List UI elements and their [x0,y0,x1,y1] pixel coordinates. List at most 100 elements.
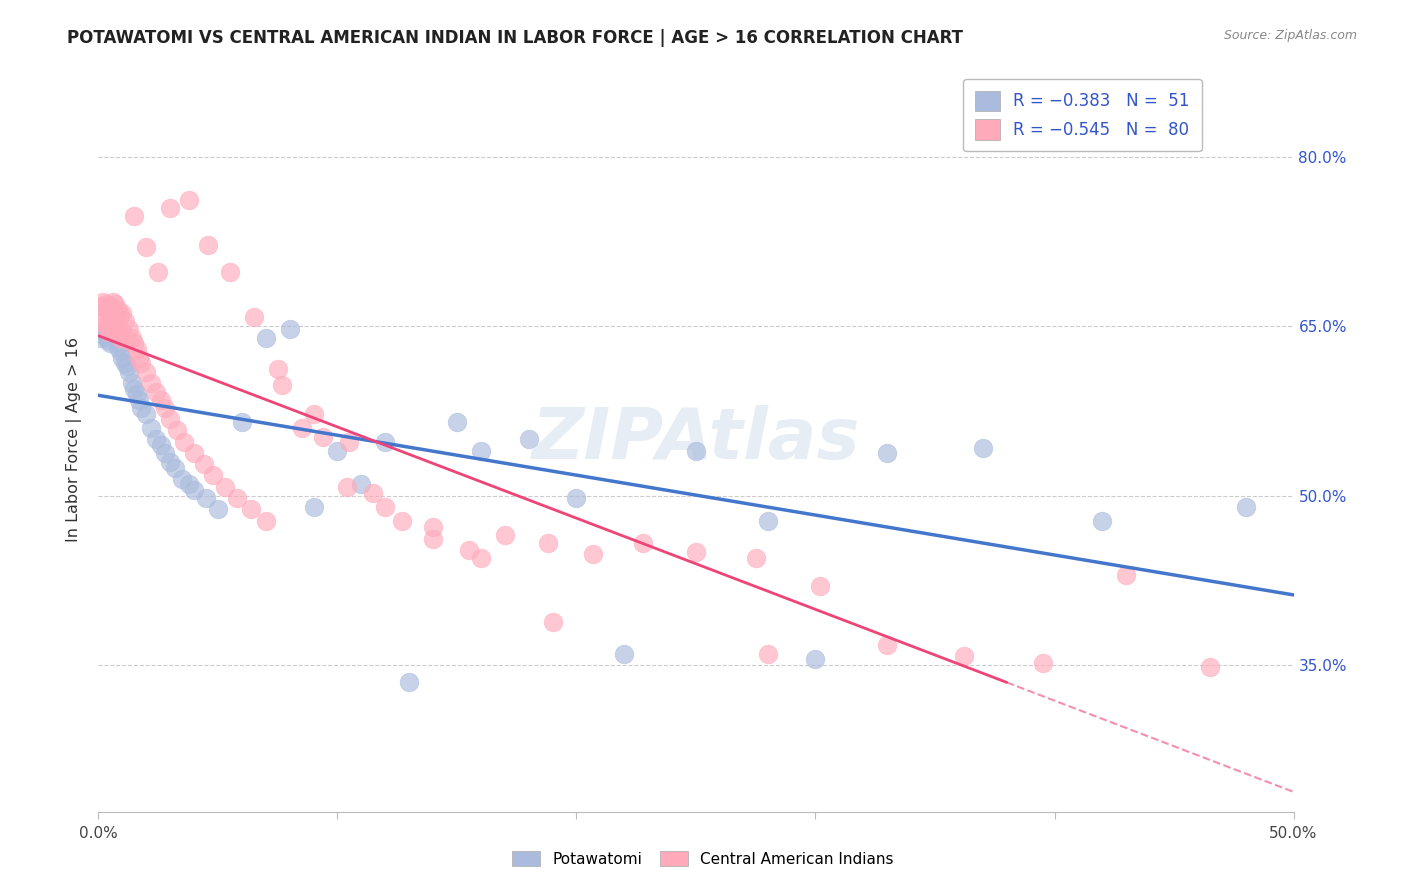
Point [104,325,127,339]
Point [374,434,396,449]
Point [231,416,253,430]
Text: ZIPAtlas: ZIPAtlas [531,405,860,474]
Point [124,336,146,351]
Point [135,408,157,422]
Point [108,308,131,322]
Point [271,378,294,392]
Point [111,351,134,365]
Point [107,319,129,334]
Point [745,550,768,565]
Point [336,480,359,494]
Point [135,365,157,379]
Point [458,542,481,557]
Point [804,652,827,666]
Point [111,306,134,320]
Point [1234,500,1257,514]
Point [582,548,605,562]
Point [148,265,170,279]
Point [149,438,172,452]
Point [219,265,242,279]
Point [118,365,141,379]
Point [124,382,146,396]
Point [876,638,898,652]
Point [139,421,162,435]
Point [90,331,112,345]
Point [145,384,167,399]
Point [149,392,172,407]
Point [195,491,218,505]
Point [685,443,707,458]
Point [613,647,636,661]
Point [104,297,127,311]
Point [159,455,181,469]
Point [470,550,492,565]
Point [339,434,361,449]
Point [240,502,263,516]
Point [94,297,117,311]
Point [172,472,194,486]
Point [326,443,349,458]
Point [91,294,114,309]
Point [302,500,325,514]
Point [159,412,181,426]
Point [1091,514,1114,528]
Text: POTAWATOMI VS CENTRAL AMERICAN INDIAN IN LABOR FORCE | AGE > 16 CORRELATION CHAR: POTAWATOMI VS CENTRAL AMERICAN INDIAN IN… [67,29,963,46]
Point [517,432,540,446]
Point [155,401,177,415]
Point [756,647,779,661]
Point [131,401,153,415]
Point [214,480,236,494]
Point [159,201,181,215]
Point [104,308,127,322]
Point [101,322,124,336]
Point [243,310,266,325]
Point [98,308,122,322]
Point [108,344,131,359]
Point [121,376,143,390]
Point [97,333,120,347]
Point [90,299,112,313]
Text: Source: ZipAtlas.com: Source: ZipAtlas.com [1223,29,1357,42]
Legend: Potawatomi, Central American Indians: Potawatomi, Central American Indians [506,845,900,872]
Point [422,520,444,534]
Point [756,514,779,528]
Point [131,355,153,369]
Point [101,308,124,322]
Point [876,446,898,460]
Point [183,446,205,460]
Point [391,514,413,528]
Point [1032,656,1054,670]
Point [202,468,225,483]
Point [97,302,120,317]
Point [91,328,114,343]
Point [422,532,444,546]
Point [446,416,468,430]
Point [98,299,122,313]
Point [633,536,655,550]
Point [1199,660,1222,674]
Point [537,536,560,550]
Point [121,331,143,345]
Point [952,648,974,663]
Point [312,430,335,444]
Legend: R = −0.383   N =  51, R = −0.545   N =  80: R = −0.383 N = 51, R = −0.545 N = 80 [963,79,1202,152]
Point [808,579,831,593]
Point [125,387,148,401]
Point [101,322,124,336]
Point [118,322,141,336]
Point [128,351,150,365]
Point [139,376,162,390]
Point [124,209,146,223]
Point [207,502,229,516]
Point [267,362,290,376]
Point [1115,567,1137,582]
Point [111,325,134,339]
Point [145,432,167,446]
Point [470,443,492,458]
Point [97,325,120,339]
Point [155,446,177,460]
Point [226,491,249,505]
Point [197,238,219,252]
Point [115,333,138,347]
Point [398,675,420,690]
